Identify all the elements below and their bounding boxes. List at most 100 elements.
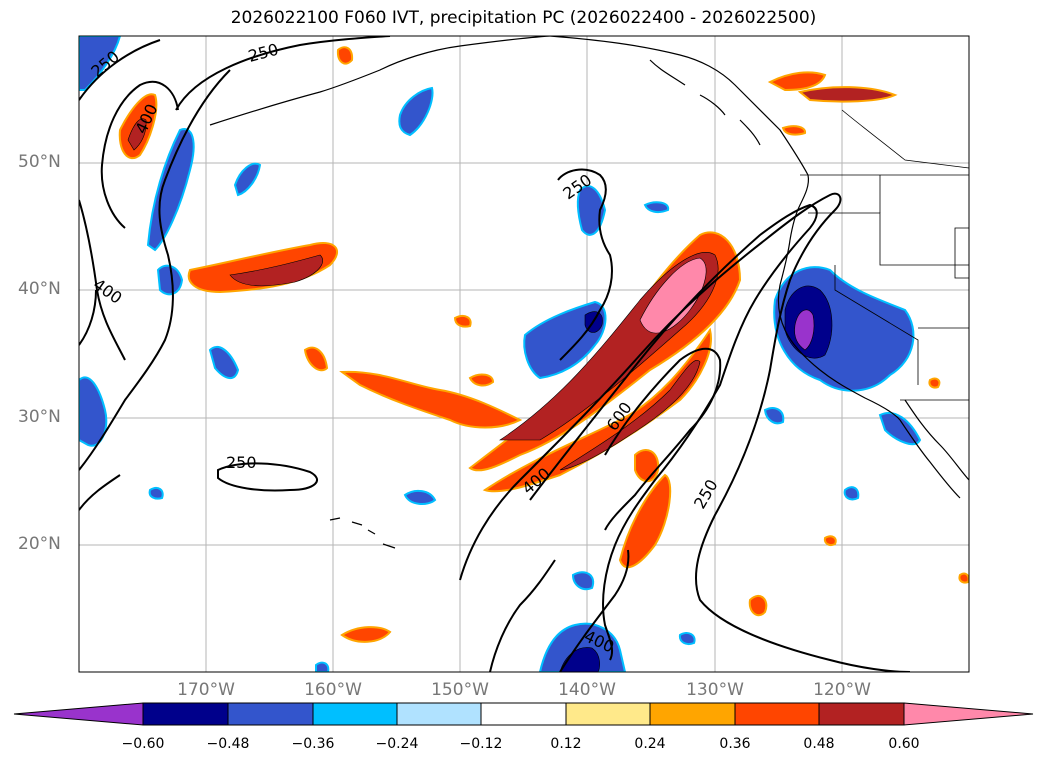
colorbar-tick: 0.24 [634, 736, 666, 752]
precip-patch-ar-band2-core [559, 360, 701, 471]
ivt-contour-600-ar [604, 347, 722, 531]
contour-label: 250 [690, 476, 722, 512]
colorbar-bin [818, 702, 905, 726]
contour-label: 250 [246, 40, 280, 66]
precip-patch-se3 [748, 594, 768, 617]
ivt-contour-250-hawaii [217, 462, 318, 492]
precip-neg-e3 [763, 407, 785, 425]
colorbar [13, 702, 1034, 726]
precip-neg-north [398, 86, 434, 137]
precip-neg-west1 [233, 162, 262, 197]
map-title: 2026022100 F060 IVT, precipitation PC (2… [230, 8, 817, 28]
lat-label-50n: 50°N [18, 152, 61, 172]
precip-patch-island1 [303, 346, 329, 372]
lat-label-20n: 20°N [18, 534, 61, 554]
precip-patch-ne3 [781, 125, 806, 136]
coastlines [209, 36, 969, 549]
precip-negative-patches [79, 36, 922, 672]
plot-frame [78, 35, 970, 673]
hawaii-islands [329, 517, 396, 549]
precip-neg-left-edge [79, 376, 108, 447]
lon-label-120w: 120°W [813, 680, 871, 700]
colorbar-tick: −0.48 [206, 736, 250, 752]
precip-neg-s2 [643, 201, 670, 214]
us-west-coast [777, 239, 901, 421]
ivt-contour-400-west-inner [79, 289, 97, 346]
precip-patch-island5 [336, 46, 354, 65]
precip-positive-patches [118, 46, 969, 643]
ivt-contour-250-north [175, 36, 391, 111]
contour-label: 250 [226, 453, 257, 472]
lat-label-30n: 30°N [18, 407, 61, 427]
colorbar-tick: −0.60 [121, 736, 165, 752]
lon-label-130w: 130°W [686, 680, 744, 700]
state-borders [800, 109, 969, 401]
colorbar-bin [649, 702, 736, 726]
precip-patch-island7 [823, 535, 837, 547]
colorbar-bin [396, 702, 482, 726]
ivt-contour-400-west [79, 199, 126, 361]
ivt-contour-250-nw [79, 39, 161, 101]
colorbar-tick: −0.36 [291, 736, 335, 752]
colorbar-extend-left [13, 702, 144, 726]
lon-label-170w: 170°W [177, 680, 235, 700]
precip-neg-west2 [156, 264, 184, 296]
precip-patch-island6 [928, 377, 941, 389]
precip-neg-california-min [794, 309, 815, 351]
lon-label-140w: 140°W [558, 680, 616, 700]
colorbar-bin [480, 702, 567, 726]
colorbar-extend-right [903, 702, 1034, 726]
bc-coast [789, 174, 810, 241]
ivt-contours [79, 36, 911, 672]
colorbar-tick: −0.24 [375, 736, 419, 752]
precip-patch-west-central-core [229, 254, 323, 287]
precip-patch-se2 [634, 449, 660, 483]
lon-label-150w: 150°W [431, 680, 489, 700]
precip-patch-ne2 [797, 86, 898, 103]
precip-neg-e4 [571, 571, 595, 591]
lat-label-40n: 40°N [18, 279, 61, 299]
precip-neg-north2 [576, 185, 607, 236]
precip-neg-nw-strip [146, 128, 195, 252]
alaska-coast-2 [549, 36, 809, 176]
precip-patch-central [339, 370, 523, 429]
ivt-contour-400-bottom [559, 549, 630, 672]
map-plot-area: 250 250 400 400 250 250 400 600 250 400 [79, 36, 969, 672]
baja-coast [899, 419, 961, 499]
precip-patch-island2 [340, 626, 392, 643]
mexico-coast [904, 399, 969, 481]
alaska-coast [209, 36, 551, 126]
colorbar-tick: −0.12 [459, 736, 503, 752]
colorbar-bin [312, 702, 398, 726]
precip-neg-e5 [678, 632, 696, 645]
precip-neg-topleft [79, 36, 122, 91]
precip-patch-se1 [618, 473, 672, 569]
precip-neg-s3 [315, 661, 330, 672]
precip-neg-e2 [843, 486, 860, 501]
precip-patch-island4 [468, 373, 495, 387]
colorbar-bin [142, 702, 229, 726]
lon-label-160w: 160°W [304, 680, 362, 700]
ivt-contour-250-bottom [489, 559, 556, 672]
colorbar-tick: 0.12 [550, 736, 582, 752]
colorbar-tick: 0.48 [803, 736, 835, 752]
precip-patch-nw-core [127, 118, 147, 151]
ivt-contour-250-west [79, 69, 231, 471]
precip-neg-sw [403, 489, 437, 505]
ivt-contour-250-ar [459, 192, 911, 672]
colorbar-tick: 0.36 [719, 736, 751, 752]
ivt-contour-250-left-low [79, 474, 121, 511]
precip-patch-west-central [187, 242, 338, 294]
ivt-contour-250-north2 [557, 168, 613, 361]
alaska-islands [649, 59, 761, 146]
ivt-contour-400-nw [100, 80, 179, 229]
precip-patch-ne1 [767, 71, 827, 92]
precip-neg-bottom-core [559, 647, 600, 672]
precip-neg-s1 [148, 487, 164, 500]
precip-neg-west3 [208, 345, 240, 379]
colorbar-bin [565, 702, 651, 726]
colorbar-bin [734, 702, 820, 726]
precip-patch-island8 [958, 572, 969, 584]
colorbar-tick: 0.60 [888, 736, 920, 752]
